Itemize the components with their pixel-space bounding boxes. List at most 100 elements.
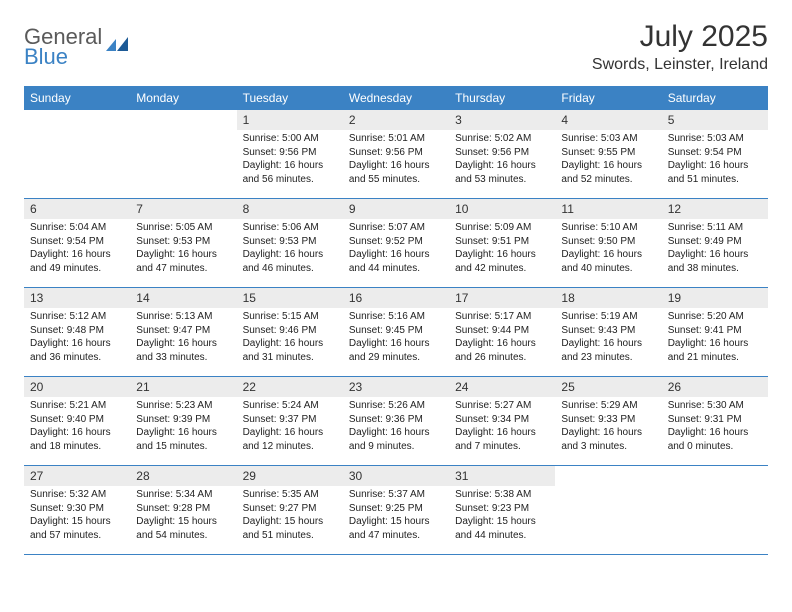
calendar-day-cell [24, 110, 130, 199]
day-number: 30 [343, 466, 449, 486]
title-block: July 2025 Swords, Leinster, Ireland [592, 20, 768, 74]
day-details: Sunrise: 5:24 AMSunset: 9:37 PMDaylight:… [237, 397, 343, 457]
day-number: 2 [343, 110, 449, 130]
day-details: Sunrise: 5:11 AMSunset: 9:49 PMDaylight:… [662, 219, 768, 279]
day-number: 27 [24, 466, 130, 486]
calendar-header-row: SundayMondayTuesdayWednesdayThursdayFrid… [24, 86, 768, 110]
day-details: Sunrise: 5:35 AMSunset: 9:27 PMDaylight:… [237, 486, 343, 546]
calendar-day-cell: 5Sunrise: 5:03 AMSunset: 9:54 PMDaylight… [662, 110, 768, 199]
day-header: Monday [130, 86, 236, 110]
calendar-table: SundayMondayTuesdayWednesdayThursdayFrid… [24, 86, 768, 555]
calendar-day-cell: 18Sunrise: 5:19 AMSunset: 9:43 PMDayligh… [555, 288, 661, 377]
day-header: Wednesday [343, 86, 449, 110]
day-details: Sunrise: 5:00 AMSunset: 9:56 PMDaylight:… [237, 130, 343, 190]
calendar-day-cell: 30Sunrise: 5:37 AMSunset: 9:25 PMDayligh… [343, 466, 449, 555]
day-details: Sunrise: 5:06 AMSunset: 9:53 PMDaylight:… [237, 219, 343, 279]
calendar-day-cell: 31Sunrise: 5:38 AMSunset: 9:23 PMDayligh… [449, 466, 555, 555]
day-details: Sunrise: 5:38 AMSunset: 9:23 PMDaylight:… [449, 486, 555, 546]
day-details: Sunrise: 5:23 AMSunset: 9:39 PMDaylight:… [130, 397, 236, 457]
calendar-week-row: 1Sunrise: 5:00 AMSunset: 9:56 PMDaylight… [24, 110, 768, 199]
calendar-day-cell: 20Sunrise: 5:21 AMSunset: 9:40 PMDayligh… [24, 377, 130, 466]
calendar-day-cell: 28Sunrise: 5:34 AMSunset: 9:28 PMDayligh… [130, 466, 236, 555]
calendar-day-cell: 19Sunrise: 5:20 AMSunset: 9:41 PMDayligh… [662, 288, 768, 377]
calendar-day-cell [662, 466, 768, 555]
calendar-day-cell: 29Sunrise: 5:35 AMSunset: 9:27 PMDayligh… [237, 466, 343, 555]
day-number: 3 [449, 110, 555, 130]
calendar-day-cell: 27Sunrise: 5:32 AMSunset: 9:30 PMDayligh… [24, 466, 130, 555]
day-details: Sunrise: 5:15 AMSunset: 9:46 PMDaylight:… [237, 308, 343, 368]
calendar-day-cell: 17Sunrise: 5:17 AMSunset: 9:44 PMDayligh… [449, 288, 555, 377]
day-details: Sunrise: 5:17 AMSunset: 9:44 PMDaylight:… [449, 308, 555, 368]
day-number: 25 [555, 377, 661, 397]
day-details: Sunrise: 5:30 AMSunset: 9:31 PMDaylight:… [662, 397, 768, 457]
calendar-day-cell: 7Sunrise: 5:05 AMSunset: 9:53 PMDaylight… [130, 199, 236, 288]
day-details: Sunrise: 5:21 AMSunset: 9:40 PMDaylight:… [24, 397, 130, 457]
page-header: General Blue July 2025 Swords, Leinster,… [24, 20, 768, 74]
day-number: 24 [449, 377, 555, 397]
calendar-day-cell: 9Sunrise: 5:07 AMSunset: 9:52 PMDaylight… [343, 199, 449, 288]
day-details: Sunrise: 5:37 AMSunset: 9:25 PMDaylight:… [343, 486, 449, 546]
day-number: 21 [130, 377, 236, 397]
day-details: Sunrise: 5:32 AMSunset: 9:30 PMDaylight:… [24, 486, 130, 546]
location-label: Swords, Leinster, Ireland [592, 56, 768, 74]
calendar-day-cell: 23Sunrise: 5:26 AMSunset: 9:36 PMDayligh… [343, 377, 449, 466]
day-header: Sunday [24, 86, 130, 110]
calendar-page: General Blue July 2025 Swords, Leinster,… [0, 0, 792, 575]
day-number: 16 [343, 288, 449, 308]
calendar-day-cell: 2Sunrise: 5:01 AMSunset: 9:56 PMDaylight… [343, 110, 449, 199]
brand-word-2: Blue [24, 46, 102, 68]
calendar-day-cell [130, 110, 236, 199]
day-number: 11 [555, 199, 661, 219]
day-details: Sunrise: 5:09 AMSunset: 9:51 PMDaylight:… [449, 219, 555, 279]
calendar-week-row: 27Sunrise: 5:32 AMSunset: 9:30 PMDayligh… [24, 466, 768, 555]
calendar-day-cell: 11Sunrise: 5:10 AMSunset: 9:50 PMDayligh… [555, 199, 661, 288]
calendar-day-cell: 24Sunrise: 5:27 AMSunset: 9:34 PMDayligh… [449, 377, 555, 466]
day-number: 22 [237, 377, 343, 397]
day-number: 17 [449, 288, 555, 308]
day-details: Sunrise: 5:34 AMSunset: 9:28 PMDaylight:… [130, 486, 236, 546]
day-number: 29 [237, 466, 343, 486]
day-header: Friday [555, 86, 661, 110]
calendar-day-cell [555, 466, 661, 555]
calendar-day-cell: 12Sunrise: 5:11 AMSunset: 9:49 PMDayligh… [662, 199, 768, 288]
calendar-day-cell: 3Sunrise: 5:02 AMSunset: 9:56 PMDaylight… [449, 110, 555, 199]
month-title: July 2025 [592, 20, 768, 54]
day-details: Sunrise: 5:26 AMSunset: 9:36 PMDaylight:… [343, 397, 449, 457]
calendar-week-row: 20Sunrise: 5:21 AMSunset: 9:40 PMDayligh… [24, 377, 768, 466]
day-number: 18 [555, 288, 661, 308]
day-details: Sunrise: 5:20 AMSunset: 9:41 PMDaylight:… [662, 308, 768, 368]
day-number: 14 [130, 288, 236, 308]
day-details: Sunrise: 5:02 AMSunset: 9:56 PMDaylight:… [449, 130, 555, 190]
calendar-day-cell: 16Sunrise: 5:16 AMSunset: 9:45 PMDayligh… [343, 288, 449, 377]
day-details: Sunrise: 5:13 AMSunset: 9:47 PMDaylight:… [130, 308, 236, 368]
calendar-week-row: 13Sunrise: 5:12 AMSunset: 9:48 PMDayligh… [24, 288, 768, 377]
calendar-day-cell: 4Sunrise: 5:03 AMSunset: 9:55 PMDaylight… [555, 110, 661, 199]
day-number: 26 [662, 377, 768, 397]
day-header: Tuesday [237, 86, 343, 110]
brand-logo: General Blue [24, 26, 132, 68]
flag-icon [106, 37, 132, 60]
day-number: 28 [130, 466, 236, 486]
day-number: 5 [662, 110, 768, 130]
day-number: 23 [343, 377, 449, 397]
day-number: 31 [449, 466, 555, 486]
day-number: 1 [237, 110, 343, 130]
calendar-day-cell: 14Sunrise: 5:13 AMSunset: 9:47 PMDayligh… [130, 288, 236, 377]
day-number: 20 [24, 377, 130, 397]
day-number: 8 [237, 199, 343, 219]
day-number: 10 [449, 199, 555, 219]
calendar-day-cell: 13Sunrise: 5:12 AMSunset: 9:48 PMDayligh… [24, 288, 130, 377]
day-number: 4 [555, 110, 661, 130]
day-details: Sunrise: 5:16 AMSunset: 9:45 PMDaylight:… [343, 308, 449, 368]
day-number: 6 [24, 199, 130, 219]
calendar-body: 1Sunrise: 5:00 AMSunset: 9:56 PMDaylight… [24, 110, 768, 555]
day-details: Sunrise: 5:03 AMSunset: 9:55 PMDaylight:… [555, 130, 661, 190]
day-details: Sunrise: 5:03 AMSunset: 9:54 PMDaylight:… [662, 130, 768, 190]
day-header: Thursday [449, 86, 555, 110]
day-number: 13 [24, 288, 130, 308]
calendar-day-cell: 6Sunrise: 5:04 AMSunset: 9:54 PMDaylight… [24, 199, 130, 288]
day-details: Sunrise: 5:05 AMSunset: 9:53 PMDaylight:… [130, 219, 236, 279]
day-number: 12 [662, 199, 768, 219]
calendar-day-cell: 8Sunrise: 5:06 AMSunset: 9:53 PMDaylight… [237, 199, 343, 288]
day-details: Sunrise: 5:19 AMSunset: 9:43 PMDaylight:… [555, 308, 661, 368]
